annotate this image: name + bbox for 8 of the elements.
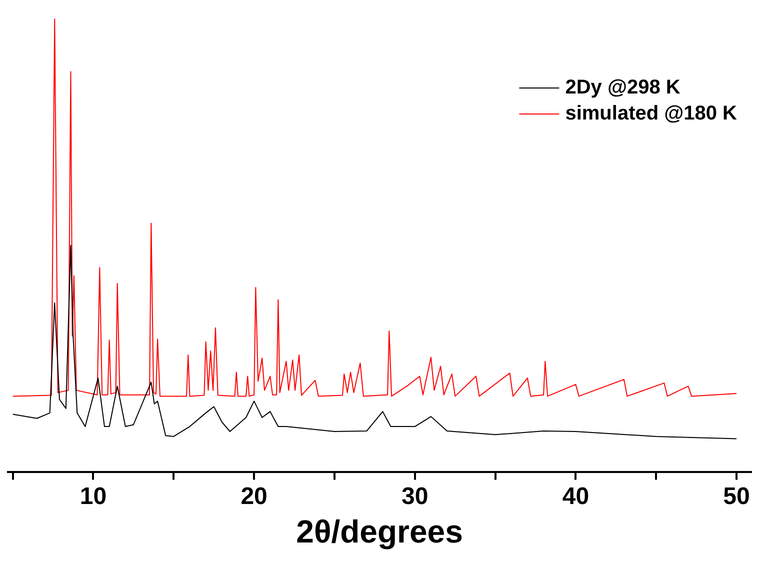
x-tick-label: 50: [723, 482, 750, 510]
legend-label: simulated @180 K: [565, 102, 738, 125]
x-tick-label: 40: [562, 482, 590, 510]
x-tick-label: 30: [402, 482, 428, 510]
legend-label: 2Dy @298 K: [565, 76, 681, 99]
x-axis-title: 2θ/degrees: [296, 514, 463, 550]
x-tick-label: 10: [80, 482, 107, 510]
x-tick-label: 20: [240, 482, 268, 510]
